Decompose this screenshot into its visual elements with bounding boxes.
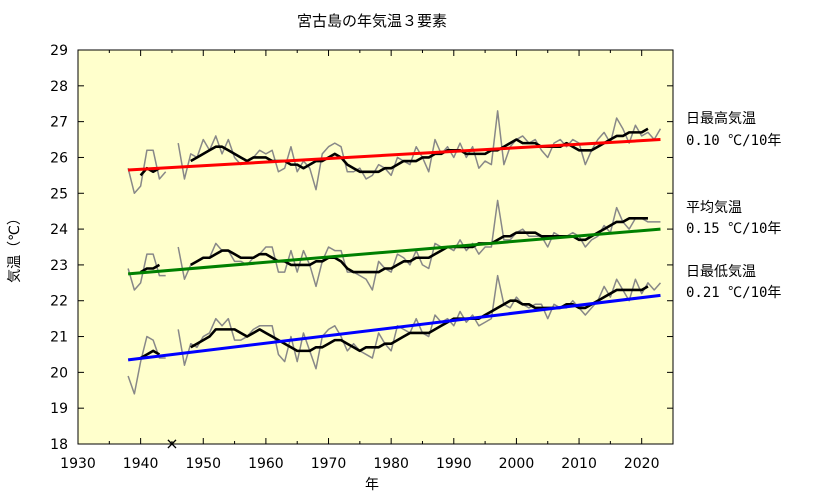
legend-max: 日最高気温 0.10 ℃/10年 — [686, 110, 781, 149]
y-tick-label: 25 — [50, 186, 68, 202]
y-tick-label: 19 — [50, 401, 68, 417]
x-tick-label: 1980 — [373, 456, 409, 472]
y-tick-label: 23 — [50, 258, 68, 274]
x-tick-label: 2000 — [499, 456, 535, 472]
chart-title: 宮古島の年気温３要素 — [297, 12, 447, 30]
annual-line-max — [127, 149, 167, 195]
x-tick-label: 1990 — [436, 456, 472, 472]
y-tick-label: 27 — [50, 115, 68, 131]
legend-min: 日最低気温 0.21 ℃/10年 — [686, 264, 781, 301]
y-axis-label: 気温（℃） — [7, 211, 23, 283]
series-layer: × — [127, 110, 662, 453]
annual-line-mean — [127, 253, 166, 291]
y-tick-label: 22 — [50, 294, 68, 310]
x-tick-label: 1970 — [311, 456, 347, 472]
x-tick-label: 1950 — [185, 456, 221, 472]
x-axis: 1930 1940 1950 1960 1970 1980 1990 2000 2010 2020 — [60, 50, 660, 472]
y-tick-label: 29 — [50, 43, 68, 59]
trend-line-min — [127, 293, 661, 362]
trend-line-mean — [127, 227, 661, 276]
missing-data-marker: × — [165, 434, 178, 453]
legend-mean-name: 平均気温 — [686, 200, 742, 216]
legend-mean: 平均気温 0.15 ℃/10年 — [686, 200, 781, 237]
y-tick-label: 20 — [50, 365, 68, 381]
moving-avg-line-mean — [139, 263, 161, 274]
y-tick-label: 24 — [50, 222, 68, 238]
x-tick-label: 1960 — [248, 456, 284, 472]
legend-mean-trend: 0.15 ℃/10年 — [686, 221, 781, 237]
trend-line-max — [128, 138, 661, 172]
x-axis-label: 年 — [365, 477, 379, 493]
moving-avg-line-min — [139, 349, 161, 360]
y-tick-label: 28 — [50, 79, 68, 95]
x-tick-label: 1940 — [123, 456, 159, 472]
legend-min-trend: 0.21 ℃/10年 — [686, 285, 781, 301]
legend-min-name: 日最低気温 — [686, 264, 756, 280]
x-tick-label: 2010 — [561, 456, 597, 472]
x-tick-label: 2020 — [624, 456, 660, 472]
y-tick-label: 26 — [50, 150, 68, 166]
x-tick-label: 1930 — [60, 456, 96, 472]
y-axis: 18 19 20 21 22 23 24 25 26 27 28 29 — [50, 43, 673, 453]
y-tick-label: 21 — [50, 330, 68, 346]
plot-area — [77, 49, 674, 445]
legend-max-name: 日最高気温 — [686, 110, 756, 127]
legend-max-trend: 0.10 ℃/10年 — [686, 133, 781, 149]
annual-line-min — [127, 335, 166, 395]
y-tick-label: 18 — [50, 437, 68, 453]
moving-avg-line-min — [190, 285, 649, 353]
